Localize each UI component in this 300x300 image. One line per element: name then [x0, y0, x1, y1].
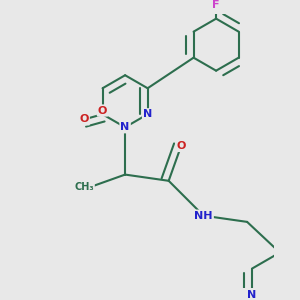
Text: F: F: [212, 0, 220, 10]
Text: CH₃: CH₃: [74, 182, 94, 192]
Text: O: O: [176, 141, 186, 151]
Text: NH: NH: [194, 211, 213, 221]
Text: O: O: [80, 114, 89, 124]
Text: N: N: [247, 290, 256, 300]
Text: N: N: [143, 109, 152, 119]
Text: N: N: [121, 122, 130, 132]
Text: O: O: [98, 106, 107, 116]
